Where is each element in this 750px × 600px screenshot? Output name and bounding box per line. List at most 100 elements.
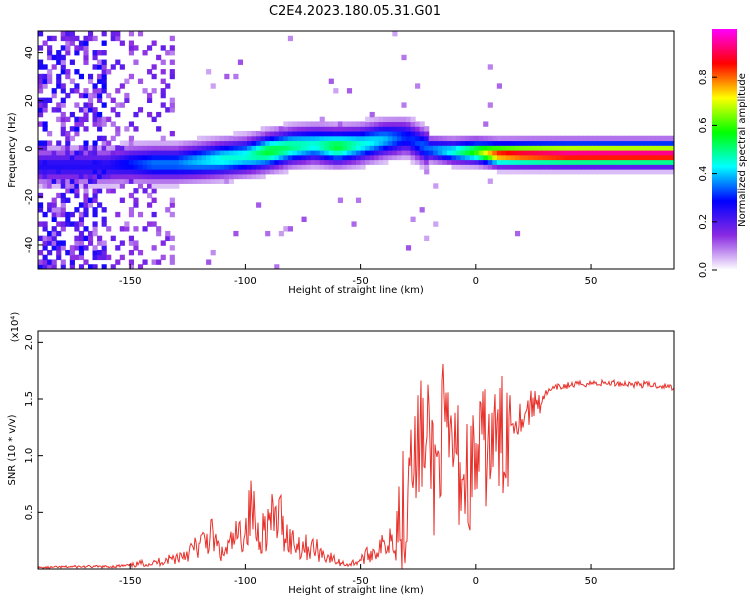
- snr-y-multiplier: (x10⁴): [10, 312, 21, 343]
- heatmap-cell: [455, 150, 462, 156]
- heatmap-cell: [56, 245, 62, 251]
- heatmap-cell: [487, 135, 493, 142]
- heatmap-cell: [51, 92, 57, 99]
- heatmap-cell: [283, 169, 289, 175]
- heatmap-cell: [633, 154, 639, 161]
- heatmap-cell: [660, 145, 666, 151]
- heatmap-cell: [38, 202, 44, 208]
- heatmap-cell: [651, 164, 657, 170]
- heatmap-cell: [42, 126, 48, 132]
- heatmap-cell: [101, 73, 107, 80]
- heatmap-cell: [583, 150, 589, 156]
- heatmap-cell: [160, 140, 166, 146]
- heatmap-cell: [283, 140, 289, 146]
- heatmap-cell: [69, 178, 75, 184]
- heatmap-cell: [197, 140, 203, 146]
- heatmap-cell: [133, 145, 139, 151]
- heatmap-cell: [478, 145, 484, 151]
- heatmap-cell: [624, 135, 630, 142]
- heatmap-cell: [115, 154, 121, 161]
- snr-panel: -150 -100 -50 0 50 0.51.01.52.0 Height of st…: [7, 312, 675, 596]
- heatmap-cell: [356, 154, 362, 161]
- heatmap-cell: [410, 130, 416, 137]
- heatmap-cell: [337, 145, 343, 151]
- heatmap-cell: [69, 145, 75, 151]
- heatmap-cell: [60, 226, 66, 232]
- heatmap-cell: [410, 216, 416, 222]
- heatmap-cell: [660, 140, 666, 146]
- heatmap-cell: [178, 169, 184, 175]
- heatmap-cell: [306, 159, 312, 165]
- heatmap-cell: [69, 59, 75, 65]
- heatmap-cell: [392, 135, 398, 142]
- heatmap-cell: [137, 183, 144, 189]
- heatmap-cell: [601, 135, 607, 142]
- heatmap-cell: [583, 169, 589, 175]
- heatmap-cell: [92, 226, 98, 232]
- heatmap-cell: [265, 150, 271, 156]
- heatmap-cell: [65, 154, 71, 161]
- heatmap-cell: [219, 169, 225, 175]
- heatmap-cell: [346, 164, 353, 170]
- x-tick-label: 0: [473, 276, 479, 287]
- heatmap-cell: [110, 173, 116, 180]
- heatmap-cell: [419, 130, 425, 137]
- heatmap-cell: [646, 154, 652, 161]
- heatmap-cell: [156, 226, 162, 232]
- heatmap-cell: [524, 154, 530, 161]
- heatmap-cell: [97, 254, 103, 261]
- heatmap-cell: [342, 150, 348, 156]
- heatmap-cell: [487, 102, 493, 108]
- heatmap-cell: [610, 159, 616, 165]
- heatmap-cell: [333, 140, 339, 146]
- heatmap-cell: [265, 135, 271, 142]
- heatmap-cell: [119, 254, 125, 261]
- heatmap-cell: [319, 116, 325, 123]
- heatmap-cell: [369, 150, 375, 156]
- heatmap-cell: [83, 259, 89, 265]
- heatmap-cell: [301, 154, 307, 161]
- heatmap-cell: [533, 164, 539, 170]
- heatmap-cell: [237, 135, 244, 142]
- heatmap-cell: [642, 140, 648, 146]
- heatmap-cell: [74, 102, 80, 108]
- heatmap-cell: [101, 140, 107, 146]
- heatmap-cell: [628, 164, 634, 170]
- heatmap-cell: [469, 150, 475, 156]
- heatmap-cell: [178, 173, 184, 180]
- heatmap-cell: [660, 159, 666, 165]
- heatmap-cell: [101, 83, 107, 89]
- heatmap-cell: [301, 145, 307, 151]
- heatmap-cell: [269, 150, 275, 156]
- heatmap-cell: [592, 145, 598, 151]
- heatmap-cell: [65, 31, 71, 37]
- heatmap-cell: [551, 140, 557, 146]
- heatmap-cell: [533, 145, 539, 151]
- heatmap-cell: [242, 164, 248, 170]
- heatmap-cell: [478, 140, 484, 146]
- heatmap-cell: [451, 159, 457, 165]
- heatmap-cell: [465, 159, 471, 165]
- heatmap-cell: [92, 50, 98, 56]
- heatmap-cell: [237, 145, 244, 151]
- heatmap-cell: [110, 169, 116, 175]
- heatmap-cell: [47, 130, 53, 137]
- heatmap-cell: [310, 159, 316, 165]
- heatmap-cell: [124, 97, 130, 103]
- heatmap-cell: [555, 154, 562, 161]
- heatmap-cell: [92, 83, 98, 89]
- heatmap-cell: [319, 140, 325, 146]
- heatmap-cell: [106, 254, 112, 261]
- heatmap-cell: [624, 159, 630, 165]
- heatmap-cell: [51, 178, 57, 184]
- heatmap-cell: [169, 59, 175, 65]
- heatmap-cell: [69, 150, 75, 156]
- heatmap-cell: [342, 145, 348, 151]
- heatmap-cell: [83, 183, 89, 189]
- heatmap-cell: [360, 154, 366, 161]
- heatmap-cell: [401, 140, 407, 146]
- heatmap-cell: [555, 135, 562, 142]
- heatmap-cell: [97, 154, 103, 161]
- heatmap-cell: [60, 240, 66, 246]
- heatmap-cell: [328, 154, 334, 161]
